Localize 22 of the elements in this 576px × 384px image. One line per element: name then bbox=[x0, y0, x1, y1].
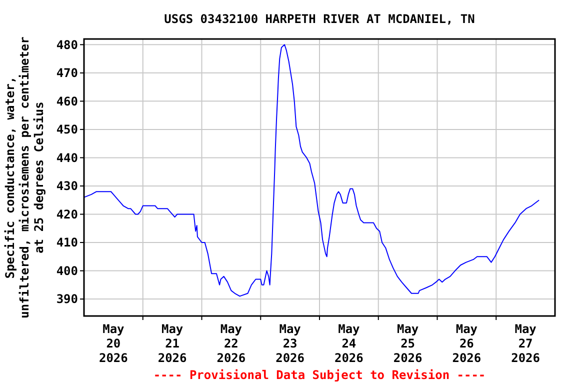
chart-title: USGS 03432100 HARPETH RIVER AT MCDANIEL, TN bbox=[164, 12, 475, 26]
x-tick-label: May 26 2026 bbox=[452, 322, 482, 365]
x-tick-label: May 24 2026 bbox=[334, 322, 364, 365]
y-tick-label: 400 bbox=[56, 264, 78, 278]
y-tick-label: 390 bbox=[56, 292, 78, 306]
y-tick-label: 420 bbox=[56, 207, 78, 222]
line-series bbox=[84, 44, 540, 297]
y-tick-label: 470 bbox=[56, 66, 78, 80]
x-tick-label: May 23 2026 bbox=[276, 322, 305, 365]
x-tick-label: May 25 2026 bbox=[393, 322, 422, 365]
x-tick-label: May 22 2026 bbox=[216, 322, 246, 365]
y-tick-label: 450 bbox=[56, 122, 78, 137]
y-tick-label: 430 bbox=[56, 179, 78, 194]
y-tick-label: 460 bbox=[56, 94, 78, 108]
y-axis-title: Specific conductance, water, unfiltered, microsiemens per centimeter at 25 degrees Celsius bbox=[3, 36, 46, 318]
y-tick-label: 440 bbox=[56, 150, 78, 165]
x-tick-label: May 20 2026 bbox=[98, 322, 128, 365]
x-tick-label: May 27 2026 bbox=[511, 322, 540, 365]
y-tick-label: 480 bbox=[56, 38, 78, 52]
y-tick-label: 410 bbox=[56, 236, 78, 250]
text: ---- Provisional Data Subject to Revision ---- bbox=[153, 368, 486, 382]
x-tick-label: May 21 2026 bbox=[158, 322, 187, 365]
